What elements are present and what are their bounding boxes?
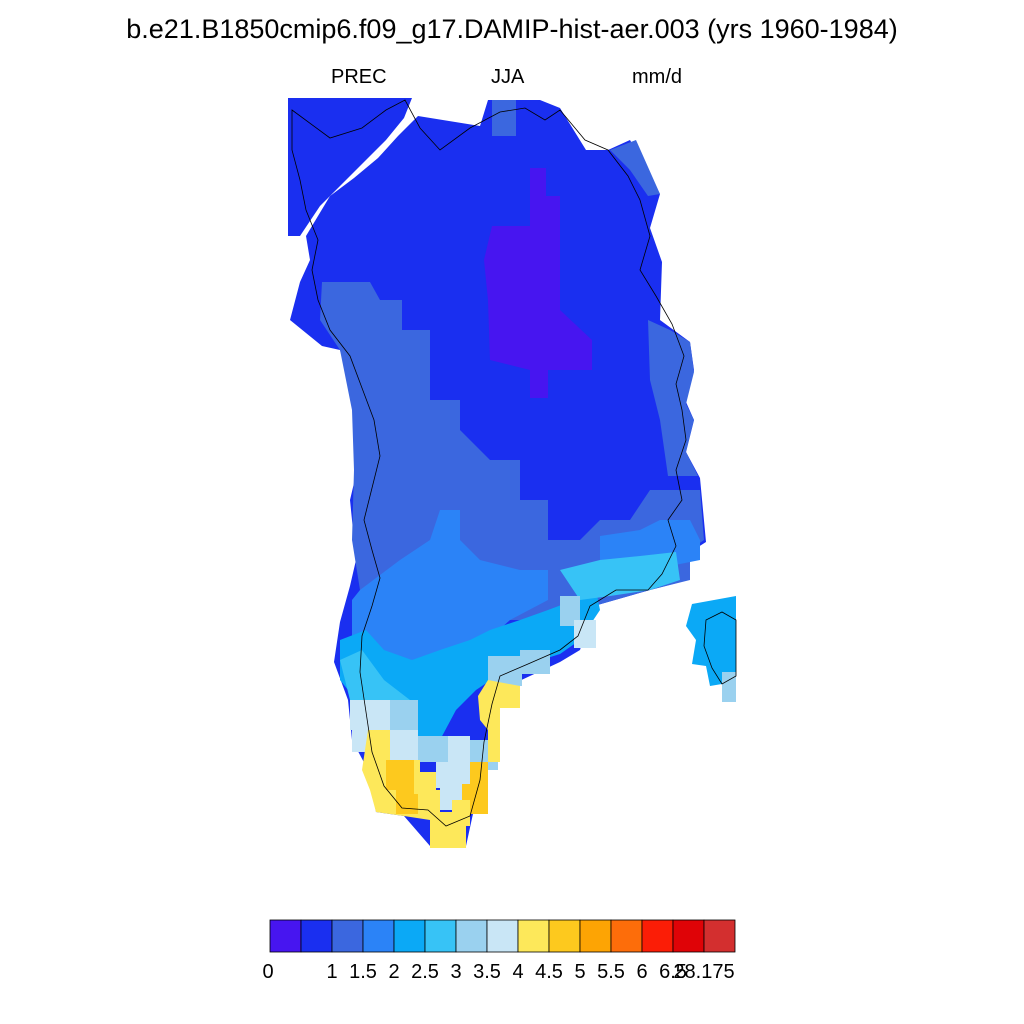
precip-cell — [436, 762, 472, 788]
plot-title: b.e21.B1850cmip6.f09_g17.DAMIP-hist-aer.… — [126, 14, 898, 44]
colorbar-box — [579, 919, 612, 953]
variable-label: PREC — [331, 66, 387, 88]
precip-cell — [488, 656, 522, 686]
colorbar-tick-label: 4 — [512, 961, 524, 983]
colorbar-tick-label: 28.175 — [673, 961, 735, 983]
colorbar-box — [393, 919, 426, 953]
precip-cell — [560, 596, 580, 626]
colorbar-tick-label: 1 — [326, 961, 338, 983]
map-cells — [288, 98, 736, 848]
colorbar-tick-label: 5 — [574, 961, 586, 983]
colorbar-box — [331, 919, 364, 953]
colorbar-tick-label: 2.5 — [411, 961, 439, 983]
precip-cell — [390, 700, 418, 730]
greenland-coastline — [291, 99, 687, 827]
north-fringe-region — [492, 100, 516, 136]
precip-cell — [452, 800, 470, 826]
iceland-coastline — [703, 611, 737, 685]
colorbar-tick-label: 1.5 — [349, 961, 377, 983]
colorbar-tick-label: 3.5 — [473, 961, 501, 983]
units-label: mm/d — [632, 66, 682, 88]
colorbar-tick-label: 0 — [262, 961, 274, 983]
colorbar-box — [641, 919, 674, 953]
colorbar-box — [362, 919, 395, 953]
colorbar-box — [672, 919, 705, 953]
precip-cell — [722, 672, 736, 702]
colorbar-box — [455, 919, 488, 953]
precip-cell — [414, 772, 436, 794]
colorbar-tick-label: 6 — [636, 961, 648, 983]
coastline — [291, 99, 737, 827]
precip-cell — [574, 620, 596, 648]
south-tip-yellow-east-region — [478, 680, 520, 762]
ne-fringe-region — [610, 140, 660, 196]
precip-cell — [520, 650, 550, 674]
colorbar-box — [486, 919, 519, 953]
colorbar-box — [300, 919, 333, 953]
colorbar-boxes — [269, 919, 736, 953]
colorbar-tick-label: 4.5 — [535, 961, 563, 983]
colorbar-box — [269, 919, 302, 953]
precip-cell — [350, 700, 390, 730]
colorbar-tick-label: 3 — [450, 961, 462, 983]
colorbar-box — [703, 919, 736, 953]
precip-cell — [386, 760, 414, 790]
central-max-region — [484, 168, 592, 398]
colorbar-box — [610, 919, 643, 953]
colorbar-tick-label: 2 — [388, 961, 400, 983]
season-label: JJA — [491, 66, 525, 88]
precip-cell — [448, 736, 470, 766]
nw-corner-region — [288, 98, 412, 236]
south-center-region — [352, 510, 548, 690]
colorbar-box — [517, 919, 550, 953]
colorbar-tick-label: 5.5 — [597, 961, 625, 983]
colorbar-box — [548, 919, 581, 953]
colorbar-box — [424, 919, 457, 953]
colorbar-tick-label: 6.5 — [659, 961, 687, 983]
